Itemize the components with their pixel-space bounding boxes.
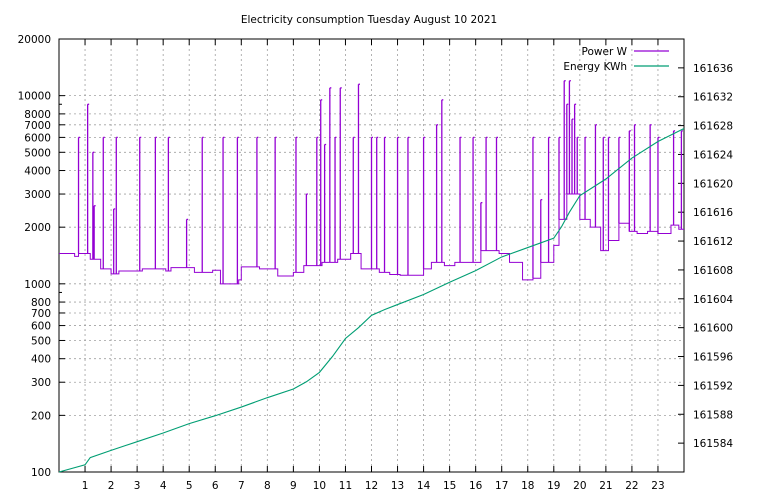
- tick-label-x: 8: [264, 480, 271, 492]
- tick-label-y-left: 3000: [24, 189, 51, 201]
- tick-label-x: 7: [238, 480, 245, 492]
- tick-label-x: 20: [573, 480, 586, 492]
- tick-label-x: 6: [212, 480, 219, 492]
- tick-label-x: 17: [495, 480, 508, 492]
- tick-label-y-right: 161628: [693, 121, 733, 133]
- tick-label-y-left: 4000: [24, 166, 51, 178]
- tick-label-y-right: 161596: [693, 352, 733, 364]
- tick-label-x: 23: [651, 480, 664, 492]
- tick-label-x: 19: [547, 480, 560, 492]
- tick-label-y-left: 6000: [24, 132, 51, 144]
- series-layer: [58, 80, 685, 473]
- tick-label-x: 3: [134, 480, 141, 492]
- tick-label-x: 12: [365, 480, 378, 492]
- tick-label-y-right: 161632: [693, 92, 733, 104]
- tick-label-x: 21: [599, 480, 612, 492]
- tick-label-y-left: 20000: [18, 34, 51, 46]
- tick-label-y-right: 161636: [693, 63, 733, 75]
- tick-label-x: 4: [160, 480, 167, 492]
- tick-label-y-left: 300: [31, 377, 51, 389]
- tick-label-y-left: 5000: [24, 147, 51, 159]
- tick-label-x: 22: [625, 480, 638, 492]
- tick-label-y-right: 161588: [693, 409, 733, 421]
- tick-label-x: 16: [469, 480, 483, 492]
- tick-label-x: 9: [290, 480, 297, 492]
- tick-label-y-right: 161608: [693, 265, 733, 277]
- tick-label-y-right: 161624: [693, 149, 733, 161]
- tick-label-x: 13: [391, 480, 404, 492]
- tick-label-y-left: 8000: [24, 109, 51, 121]
- plot-frame: [58, 38, 685, 473]
- tick-label-y-left: 500: [31, 335, 51, 347]
- tick-label-x: 15: [443, 480, 456, 492]
- tick-label-y-right: 161604: [693, 294, 733, 306]
- tick-label-y-right: 161600: [693, 323, 733, 335]
- tick-label-y-left: 600: [31, 321, 51, 333]
- tick-label-y-left: 100: [31, 467, 51, 479]
- tick-label-x: 5: [186, 480, 193, 492]
- tick-label-x: 2: [108, 480, 115, 492]
- tick-label-y-left: 2000: [24, 222, 51, 234]
- tick-label-y-left: 800: [31, 297, 51, 309]
- tick-label-y-right: 161612: [693, 236, 733, 248]
- tick-label-y-right: 161620: [693, 178, 733, 190]
- tick-label-y-left: 10000: [18, 91, 51, 103]
- tick-label-y-left: 700: [31, 308, 51, 320]
- tick-label-x: 1: [82, 480, 89, 492]
- tick-label-y-right: 161616: [693, 207, 733, 219]
- tick-label-x: 10: [313, 480, 326, 492]
- tick-label-y-left: 400: [31, 354, 51, 366]
- legend-label-energy: Energy KWh: [563, 61, 627, 73]
- chart-title: Electricity consumption Tuesday August 1…: [241, 14, 497, 26]
- legend: Power W Energy KWh: [563, 46, 669, 73]
- tick-label-x: 11: [339, 480, 352, 492]
- tick-label-y-left: 7000: [24, 120, 51, 132]
- tick-label-y-right: 161592: [693, 380, 733, 392]
- tick-label-y-right: 161584: [693, 438, 733, 450]
- tick-label-x: 14: [417, 480, 431, 492]
- tick-label-y-left: 200: [31, 410, 51, 422]
- legend-label-power: Power W: [582, 46, 628, 58]
- series-energy-line: [58, 127, 685, 473]
- tick-label-y-left: 1000: [24, 279, 51, 291]
- tick-label-x: 18: [521, 480, 534, 492]
